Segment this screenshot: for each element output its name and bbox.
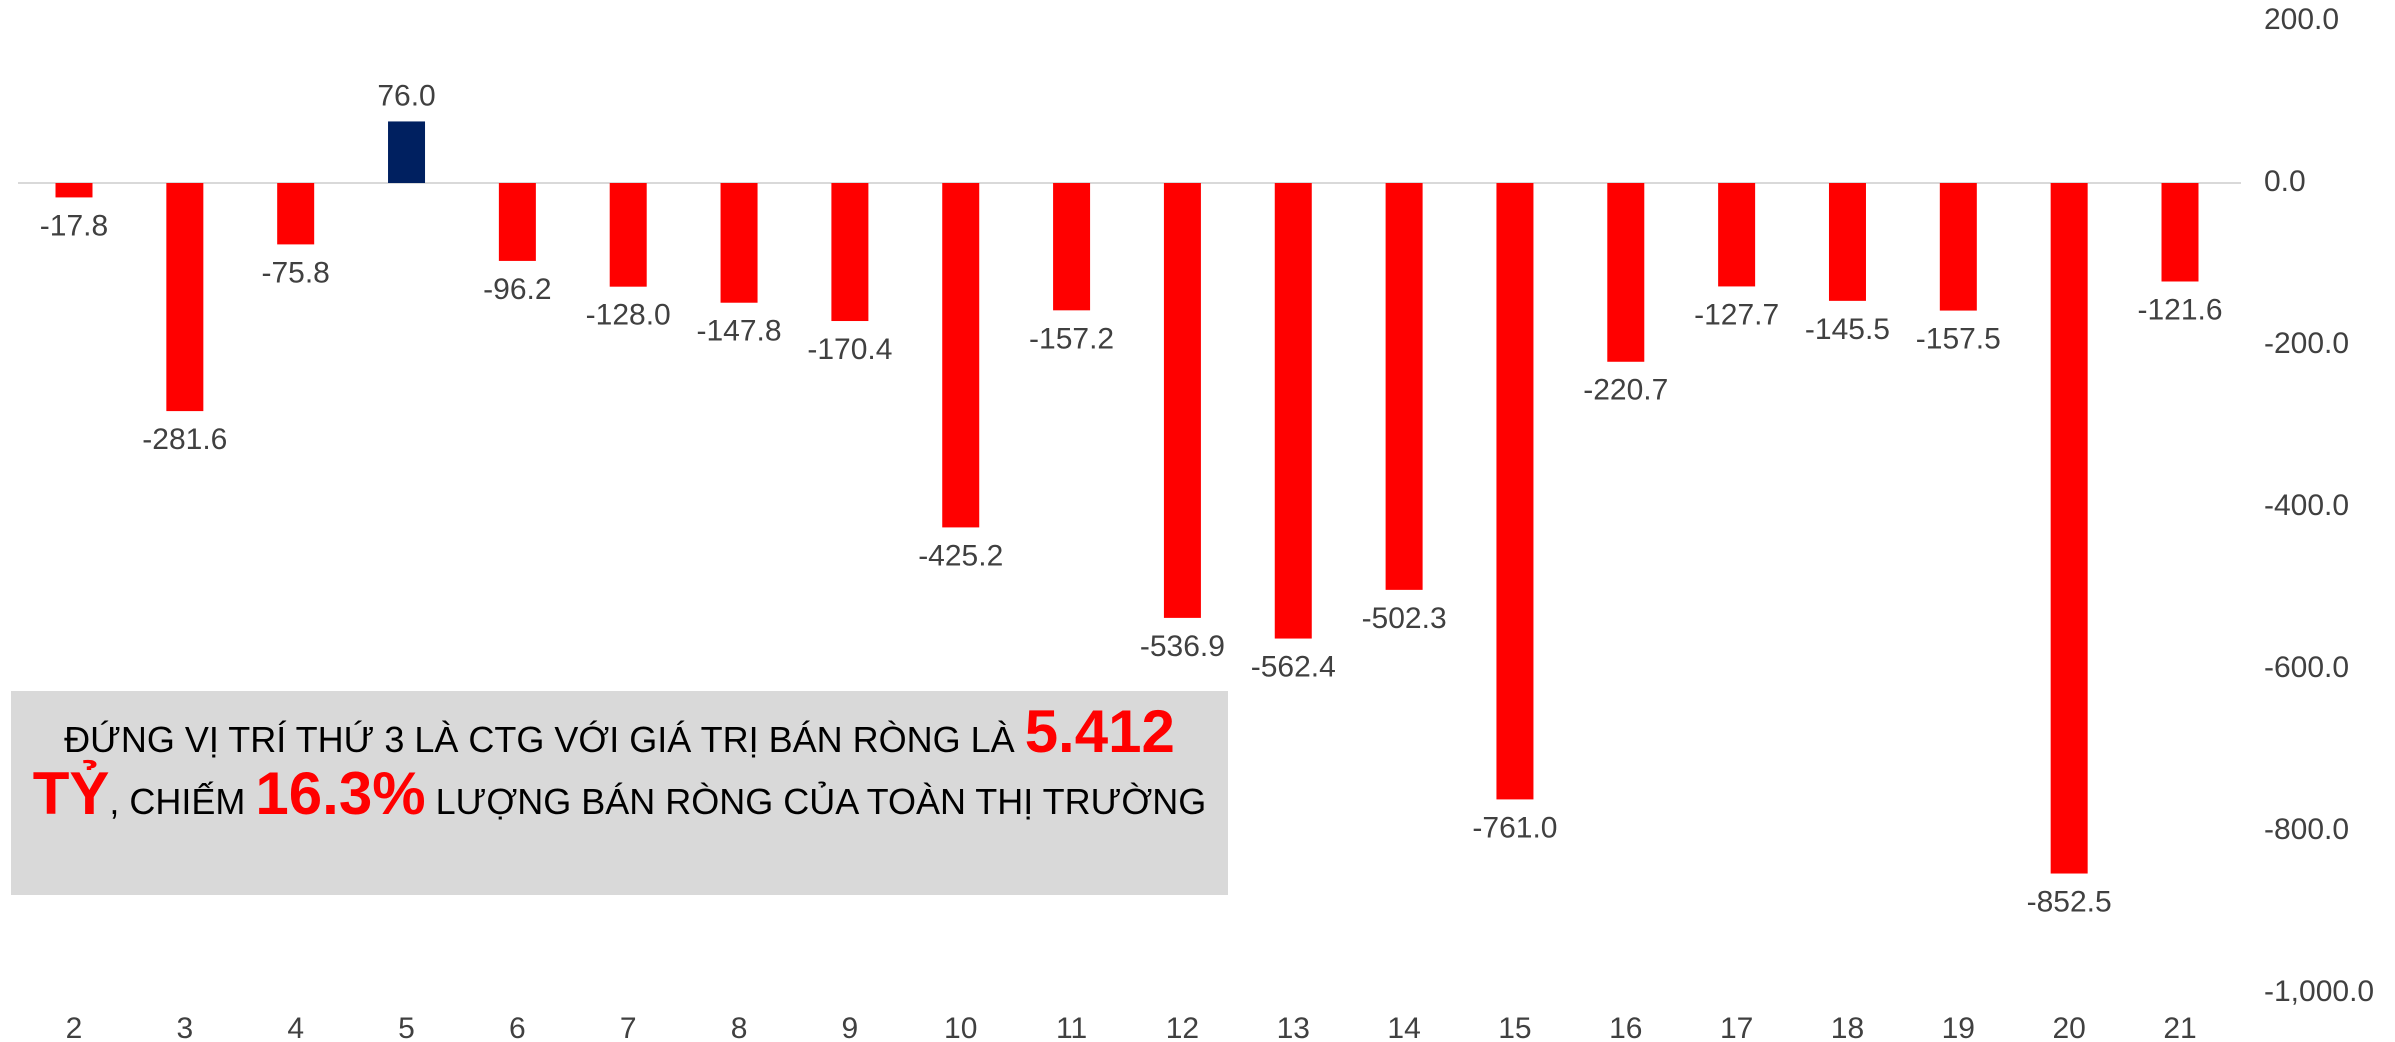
bar — [277, 183, 315, 245]
x-tick-label: 14 — [1387, 1012, 1420, 1042]
x-tick-label: 17 — [1720, 1012, 1753, 1042]
x-tick-label: 7 — [620, 1012, 637, 1042]
bar — [2050, 183, 2088, 874]
data-label: -157.2 — [1029, 322, 1114, 355]
data-label: -17.8 — [40, 209, 108, 242]
bar — [1718, 183, 1756, 287]
bar — [1385, 183, 1423, 590]
data-label: -281.6 — [142, 423, 227, 456]
data-label: -761.0 — [1472, 811, 1557, 844]
bar — [1274, 183, 1312, 639]
data-label: -157.5 — [1916, 322, 2001, 355]
x-tick-label: 9 — [842, 1012, 859, 1042]
x-tick-label: 4 — [287, 1012, 304, 1042]
y-tick-label: -800.0 — [2264, 813, 2349, 846]
data-label: -121.6 — [2137, 293, 2222, 326]
annotation-highlight: 16.3% — [255, 760, 426, 827]
bar — [942, 183, 980, 528]
bar — [1607, 183, 1645, 362]
bar — [1053, 183, 1091, 311]
data-label: -96.2 — [483, 273, 551, 306]
data-label: -502.3 — [1362, 602, 1447, 635]
x-tick-label: 6 — [509, 1012, 526, 1042]
data-label: -562.4 — [1251, 650, 1336, 683]
bar — [55, 183, 93, 198]
bar — [2161, 183, 2199, 282]
bar — [609, 183, 647, 287]
x-tick-label: 19 — [1942, 1012, 1975, 1042]
x-tick-label: 12 — [1166, 1012, 1199, 1042]
x-tick-label: 21 — [2163, 1012, 2196, 1042]
data-label: -220.7 — [1583, 374, 1668, 407]
bar — [1939, 183, 1977, 311]
x-tick-label: 3 — [176, 1012, 193, 1042]
data-label: -127.7 — [1694, 298, 1779, 331]
x-tick-label: 13 — [1277, 1012, 1310, 1042]
y-tick-label: 0.0 — [2264, 165, 2306, 198]
x-tick-label: 16 — [1609, 1012, 1642, 1042]
bar — [498, 183, 536, 261]
annotation-highlight: 5.412 TỶ — [32, 698, 1175, 827]
bar — [1828, 183, 1866, 301]
data-label: -147.8 — [697, 315, 782, 348]
x-tick-label: 2 — [66, 1012, 83, 1042]
annotation-text: LƯỢNG BÁN RÒNG CỦA TOÀN THỊ TRƯỜNG — [425, 781, 1207, 822]
y-tick-label: -400.0 — [2264, 489, 2349, 522]
data-label: -145.5 — [1805, 313, 1890, 346]
bar — [720, 183, 758, 303]
bar — [831, 183, 869, 322]
x-tick-label: 10 — [944, 1012, 977, 1042]
annotation-box: ĐỨNG VỊ TRÍ THỨ 3 LÀ CTG VỚI GIÁ TRỊ BÁN… — [11, 691, 1228, 895]
data-label: -425.2 — [918, 539, 1003, 572]
x-tick-label: 18 — [1831, 1012, 1864, 1042]
data-label: 76.0 — [377, 79, 435, 112]
x-tick-label: 11 — [1056, 1012, 1087, 1042]
annotation-text: , CHIẾM — [109, 781, 256, 822]
data-label: -852.5 — [2027, 885, 2112, 918]
bar — [1163, 183, 1201, 618]
annotation-text: ĐỨNG VỊ TRÍ THỨ 3 LÀ CTG VỚI GIÁ TRỊ BÁN… — [64, 719, 1025, 760]
y-tick-label: -200.0 — [2264, 327, 2349, 360]
x-tick-label: 5 — [398, 1012, 415, 1042]
y-tick-label: -1,000.0 — [2264, 975, 2374, 1008]
bar — [1496, 183, 1534, 800]
x-tick-label: 20 — [2052, 1012, 2085, 1042]
data-label: -75.8 — [261, 256, 329, 289]
bar — [388, 121, 426, 183]
x-tick-label: 15 — [1498, 1012, 1531, 1042]
data-label: -170.4 — [807, 333, 892, 366]
y-tick-label: -600.0 — [2264, 651, 2349, 684]
data-label: -536.9 — [1140, 630, 1225, 663]
y-tick-label: 200.0 — [2264, 3, 2339, 36]
x-tick-label: 8 — [731, 1012, 748, 1042]
bar — [166, 183, 204, 412]
data-label: -128.0 — [586, 299, 671, 332]
